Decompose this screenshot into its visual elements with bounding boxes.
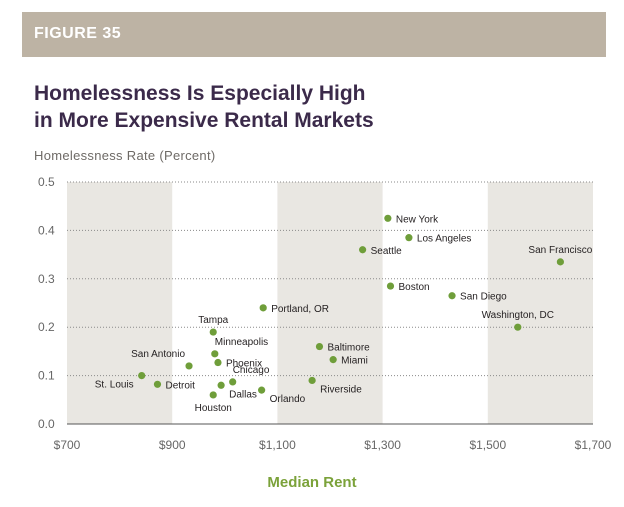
- point-boston: [386, 282, 395, 290]
- shaded-band-1: [277, 182, 383, 424]
- point-portland-or: [259, 304, 267, 312]
- point-label-phoenix: Phoenix: [226, 359, 262, 370]
- point-san-francisco: [556, 258, 564, 266]
- point-san-antonio: [185, 362, 193, 370]
- point-label-houston: Houston: [195, 403, 232, 414]
- chart-title: Homelessness Is Especially High in More …: [34, 80, 594, 134]
- x-tick-label: $1,700: [575, 438, 612, 452]
- point-orlando: [258, 386, 266, 394]
- point-los-angeles: [405, 234, 413, 242]
- chart-title-line-1: Homelessness Is Especially High: [34, 82, 366, 105]
- x-tick-label: $1,500: [469, 438, 506, 452]
- point-san-diego: [448, 292, 456, 300]
- x-tick-label: $1,300: [364, 438, 401, 452]
- point-label-san-antonio: San Antonio: [131, 349, 185, 360]
- point-seattle: [359, 246, 367, 254]
- point-label-miami: Miami: [341, 356, 368, 367]
- point-label-dallas: Dallas: [229, 389, 257, 400]
- point-detroit: [153, 380, 162, 388]
- point-tampa: [209, 328, 217, 336]
- point-label-st-louis: St. Louis: [95, 380, 134, 391]
- point-label-portland-or: Portland, OR: [271, 304, 329, 315]
- shaded-band-2: [487, 182, 593, 424]
- point-label-chicago: Chicago: [233, 365, 270, 376]
- point-riverside: [308, 376, 316, 385]
- point-st-louis: [138, 372, 146, 380]
- x-tick-label: $1,100: [259, 438, 296, 452]
- x-axis-title: Median Rent: [267, 474, 357, 491]
- point-minneapolis: [211, 350, 219, 358]
- y-tick-label: 0.4: [38, 223, 55, 237]
- point-dallas: [217, 381, 225, 389]
- figure-label: FIGURE 35: [34, 25, 122, 42]
- point-miami: [329, 356, 337, 364]
- point-label-los-angeles: Los Angeles: [417, 234, 472, 245]
- point-label-detroit: Detroit: [165, 380, 195, 391]
- point-washington-dc: [514, 323, 522, 331]
- point-label-riverside: Riverside: [320, 384, 362, 395]
- point-chicago: [229, 378, 237, 386]
- point-label-san-diego: San Diego: [460, 292, 507, 303]
- y-tick-label: 0.3: [38, 272, 55, 286]
- point-label-new-york: New York: [396, 214, 439, 225]
- point-baltimore: [315, 342, 324, 351]
- y-axis-title: Homelessness Rate (Percent): [34, 148, 216, 163]
- point-phoenix: [214, 358, 222, 367]
- x-tick-label: $700: [54, 438, 81, 452]
- point-label-minneapolis: Minneapolis: [215, 337, 268, 348]
- point-label-boston: Boston: [398, 282, 429, 293]
- y-tick-label: 0.5: [38, 175, 55, 189]
- chart-title-line-2: in More Expensive Rental Markets: [34, 109, 374, 132]
- y-tick-label: 0.2: [38, 320, 55, 334]
- y-tick-label: 0.1: [38, 369, 55, 383]
- point-new-york: [384, 214, 392, 222]
- figure-banner: FIGURE 35: [22, 12, 606, 57]
- point-label-tampa: Tampa: [198, 315, 228, 326]
- point-houston: [209, 391, 217, 399]
- point-label-san-francisco: San Francisco: [528, 245, 592, 256]
- point-label-washington-dc: Washington, DC: [482, 310, 554, 321]
- point-label-baltimore: Baltimore: [327, 343, 370, 354]
- point-label-orlando: Orlando: [270, 394, 306, 405]
- y-tick-label: 0.0: [38, 417, 55, 431]
- point-label-seattle: Seattle: [371, 246, 403, 257]
- x-tick-label: $900: [159, 438, 186, 452]
